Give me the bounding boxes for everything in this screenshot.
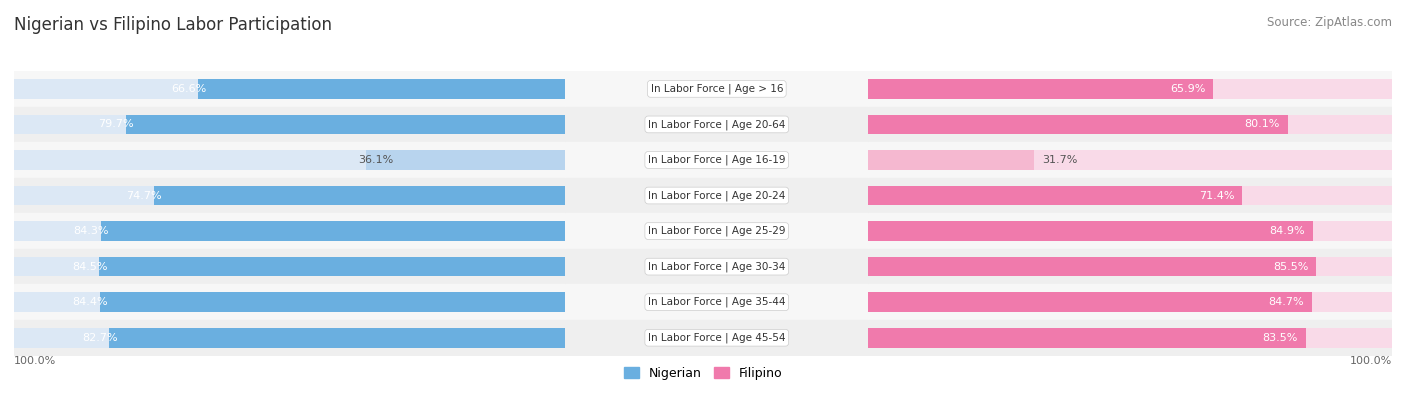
Bar (869, 150, 1392, 170)
Bar (14, 284, 565, 320)
Bar (14, 292, 565, 312)
Bar (869, 71, 1392, 107)
Text: 36.1%: 36.1% (359, 155, 394, 165)
Bar (869, 150, 1035, 170)
Text: In Labor Force | Age > 16: In Labor Force | Age > 16 (651, 84, 783, 94)
Text: 85.5%: 85.5% (1272, 261, 1308, 272)
Bar (869, 257, 1392, 276)
Bar (14, 221, 565, 241)
Bar (14, 107, 565, 142)
Bar (101, 221, 565, 241)
Bar (869, 79, 1392, 99)
Bar (869, 221, 1392, 241)
Bar (14, 257, 565, 276)
Bar (869, 320, 1392, 356)
Text: In Labor Force | Age 30-34: In Labor Force | Age 30-34 (648, 261, 786, 272)
Text: 84.3%: 84.3% (73, 226, 108, 236)
Bar (100, 257, 565, 276)
Bar (869, 292, 1312, 312)
Bar (869, 221, 1313, 241)
Bar (565, 142, 869, 178)
Bar (869, 186, 1241, 205)
Text: In Labor Force | Age 16-19: In Labor Force | Age 16-19 (648, 155, 786, 165)
Text: 100.0%: 100.0% (1350, 356, 1392, 366)
Bar (565, 249, 869, 284)
Bar (366, 150, 565, 170)
Bar (14, 71, 565, 107)
Bar (100, 292, 565, 312)
Bar (14, 142, 565, 178)
Bar (110, 328, 565, 348)
Bar (14, 186, 565, 205)
Text: 71.4%: 71.4% (1199, 190, 1234, 201)
Bar (565, 213, 869, 249)
Bar (869, 79, 1213, 99)
Text: 80.1%: 80.1% (1244, 119, 1279, 130)
Bar (14, 79, 565, 99)
Bar (869, 257, 1316, 276)
Bar (869, 249, 1392, 284)
Text: Nigerian vs Filipino Labor Participation: Nigerian vs Filipino Labor Participation (14, 16, 332, 34)
Bar (869, 115, 1392, 134)
Text: Source: ZipAtlas.com: Source: ZipAtlas.com (1267, 16, 1392, 29)
Bar (869, 115, 1288, 134)
Bar (14, 213, 565, 249)
Bar (14, 178, 565, 213)
Bar (565, 320, 869, 356)
Legend: Nigerian, Filipino: Nigerian, Filipino (619, 362, 787, 385)
Bar (14, 115, 565, 134)
Text: 79.7%: 79.7% (98, 119, 134, 130)
Bar (153, 186, 565, 205)
Bar (869, 328, 1392, 348)
Bar (869, 186, 1392, 205)
Bar (869, 284, 1392, 320)
Text: In Labor Force | Age 45-54: In Labor Force | Age 45-54 (648, 333, 786, 343)
Text: 83.5%: 83.5% (1263, 333, 1298, 343)
Bar (869, 213, 1392, 249)
Text: In Labor Force | Age 20-64: In Labor Force | Age 20-64 (648, 119, 786, 130)
Text: 66.6%: 66.6% (172, 84, 207, 94)
Bar (869, 292, 1392, 312)
Text: 82.7%: 82.7% (82, 333, 118, 343)
Bar (869, 178, 1392, 213)
Text: 31.7%: 31.7% (1042, 155, 1077, 165)
Text: 84.9%: 84.9% (1270, 226, 1305, 236)
Bar (14, 249, 565, 284)
Text: 84.5%: 84.5% (72, 261, 108, 272)
Bar (14, 150, 565, 170)
Text: In Labor Force | Age 20-24: In Labor Force | Age 20-24 (648, 190, 786, 201)
Text: In Labor Force | Age 25-29: In Labor Force | Age 25-29 (648, 226, 786, 236)
Bar (869, 328, 1306, 348)
Text: 84.4%: 84.4% (73, 297, 108, 307)
Bar (565, 284, 869, 320)
Bar (198, 79, 565, 99)
Text: 84.7%: 84.7% (1268, 297, 1303, 307)
Bar (14, 328, 565, 348)
Text: 100.0%: 100.0% (14, 356, 56, 366)
Bar (869, 107, 1392, 142)
Bar (869, 142, 1392, 178)
Bar (127, 115, 565, 134)
Text: In Labor Force | Age 35-44: In Labor Force | Age 35-44 (648, 297, 786, 307)
Bar (14, 320, 565, 356)
Text: 65.9%: 65.9% (1170, 84, 1205, 94)
Bar (565, 178, 869, 213)
Text: 74.7%: 74.7% (127, 190, 162, 201)
Bar (565, 107, 869, 142)
Bar (565, 71, 869, 107)
